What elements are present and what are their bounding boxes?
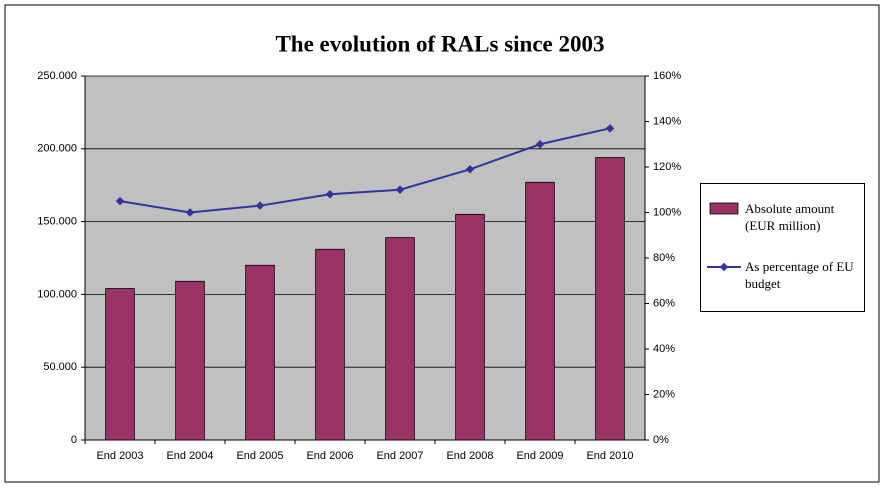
x-tick-label: End 2009 xyxy=(516,450,563,462)
y-tick-label: 200.000 xyxy=(37,143,77,155)
bar xyxy=(455,213,485,441)
legend-swatch-bar xyxy=(709,202,739,215)
x-tick-label: End 2004 xyxy=(166,450,213,462)
x-tick-label: End 2008 xyxy=(446,450,493,462)
bar xyxy=(525,181,555,441)
legend-swatch-marker xyxy=(719,262,729,272)
plot-area xyxy=(85,76,645,440)
y2-tick-label: 80% xyxy=(653,252,675,264)
bar xyxy=(105,288,135,441)
x-tick-label: End 2005 xyxy=(236,450,283,462)
legend-entry: Absolute amount (EUR million) xyxy=(707,200,857,234)
line-marker xyxy=(115,196,125,206)
y2-tick-label: 120% xyxy=(653,161,681,173)
bar xyxy=(315,248,345,441)
y2-tick-label: 60% xyxy=(653,297,675,309)
y-tick-label: 100.000 xyxy=(37,288,77,300)
y2-tick-label: 100% xyxy=(653,206,681,218)
legend-swatch xyxy=(709,202,739,215)
legend: Absolute amount (EUR million) As percent… xyxy=(700,183,865,312)
legend-label: As percentage of EU budget xyxy=(745,259,854,291)
legend-label: Absolute amount (EUR million) xyxy=(745,201,835,233)
line xyxy=(119,127,611,214)
bar xyxy=(245,264,275,441)
chart-title: The evolution of RALs since 2003 xyxy=(275,31,604,56)
legend-entry: As percentage of EU budget xyxy=(707,258,857,292)
y-tick-label: 50.000 xyxy=(43,361,77,373)
x-tick-label: End 2007 xyxy=(376,450,423,462)
legend-swatch xyxy=(707,262,741,272)
x-tick-label: End 2010 xyxy=(586,450,633,462)
x-tick-label: End 2006 xyxy=(306,450,353,462)
y2-tick-label: 0% xyxy=(653,434,669,446)
line-marker xyxy=(325,190,335,199)
y2-tick-label: 40% xyxy=(653,343,675,355)
bar xyxy=(175,280,205,441)
x-tick-label: End 2003 xyxy=(96,450,143,462)
y2-tick-label: 20% xyxy=(653,388,675,400)
y2-tick-label: 140% xyxy=(653,115,681,127)
line-marker xyxy=(395,185,405,194)
line-marker xyxy=(185,208,195,217)
y2-tick-label: 160% xyxy=(653,70,681,82)
line-marker xyxy=(255,201,265,210)
bar xyxy=(595,157,625,441)
y-tick-label: 0 xyxy=(71,434,77,446)
y-tick-label: 150.000 xyxy=(37,216,77,228)
line-marker xyxy=(465,165,475,174)
bar xyxy=(385,237,415,441)
y-tick-label: 250.000 xyxy=(37,70,77,82)
